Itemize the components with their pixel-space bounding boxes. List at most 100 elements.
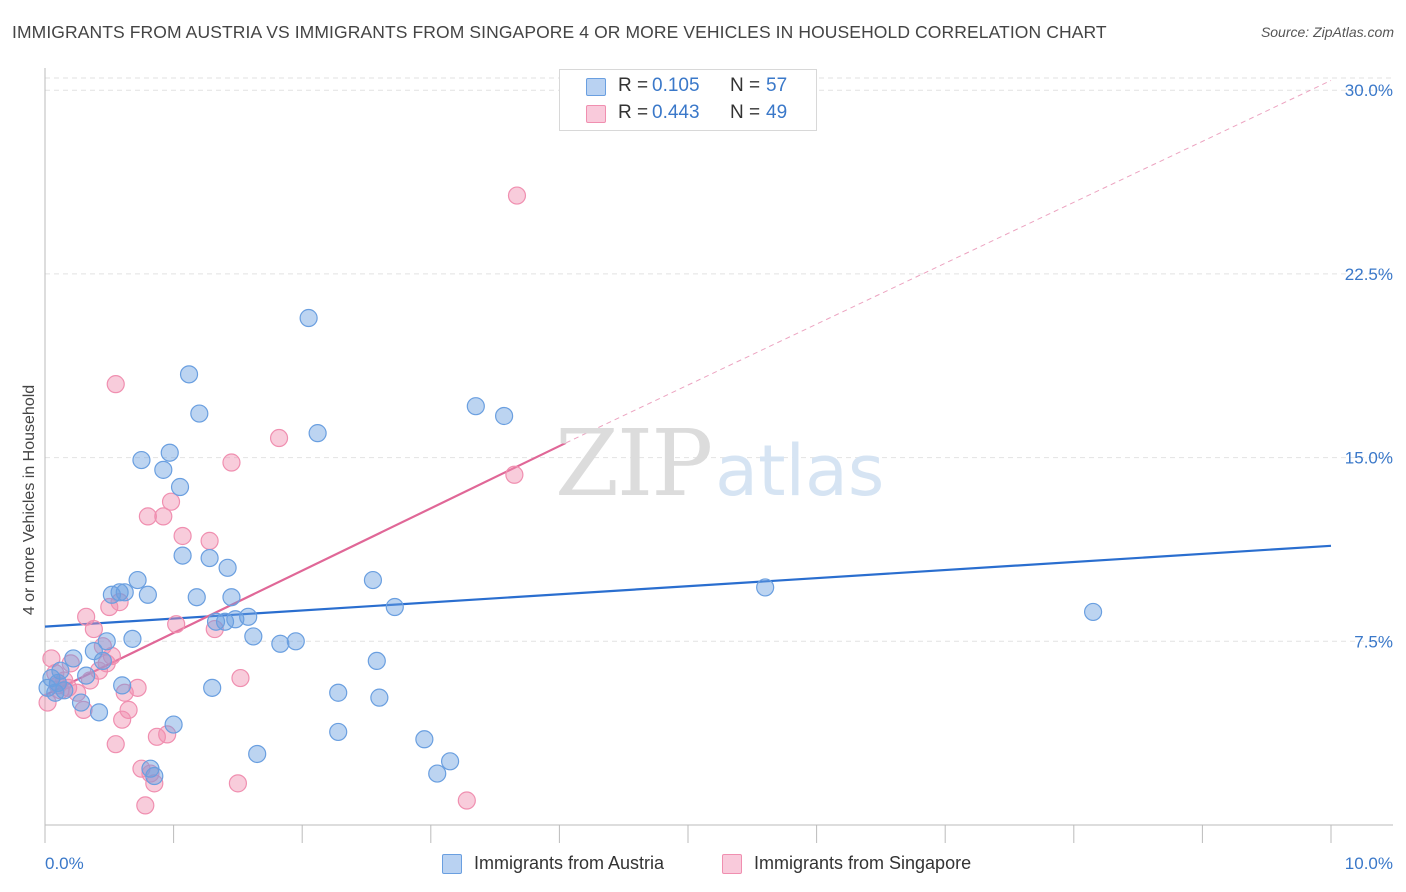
point-austria <box>248 744 267 764</box>
point-austria <box>363 570 383 590</box>
point-austria <box>55 681 74 700</box>
legend-row-austria: R = 0.105 N = 57 <box>560 74 816 100</box>
point-austria <box>115 583 134 602</box>
y-tick-label: 7.5% <box>1354 632 1393 651</box>
point-austria <box>286 632 305 651</box>
point-austria <box>200 548 219 568</box>
point-singapore <box>38 693 57 712</box>
point-singapore <box>269 428 289 448</box>
legend-n-value: 49 <box>766 102 788 123</box>
point-austria <box>113 676 132 695</box>
point-singapore <box>457 791 476 810</box>
point-austria <box>190 404 209 423</box>
watermark-atlas: atlas <box>715 430 885 512</box>
point-austria <box>145 766 164 786</box>
watermark: ZIPatlas <box>555 410 884 517</box>
point-singapore <box>119 700 138 719</box>
point-singapore <box>106 375 125 394</box>
point-austria <box>51 661 70 680</box>
point-singapore <box>228 774 247 793</box>
point-austria <box>64 649 83 668</box>
point-austria <box>123 629 142 648</box>
legend-swatch-austria <box>586 78 606 96</box>
data-points <box>38 186 1103 815</box>
point-singapore <box>167 615 186 634</box>
point-austria <box>138 585 157 604</box>
point-austria <box>299 308 318 328</box>
point-austria <box>173 546 192 565</box>
x-tick-label-max: 10.0% <box>1345 854 1393 873</box>
series-swatch-austria <box>442 854 462 874</box>
legend-swatch-singapore <box>586 105 606 123</box>
point-austria <box>239 607 258 626</box>
point-austria <box>1083 602 1103 622</box>
point-austria <box>203 678 222 697</box>
point-austria <box>415 730 434 749</box>
legend-r-label: R = <box>618 75 649 96</box>
point-austria <box>110 583 129 602</box>
point-austria <box>160 443 179 462</box>
point-austria <box>440 752 460 771</box>
trend-line-singapore <box>44 441 567 697</box>
point-singapore <box>173 526 192 546</box>
point-austria <box>271 634 290 653</box>
point-austria <box>187 588 206 607</box>
point-singapore <box>74 700 93 719</box>
series-swatch-singapore <box>722 854 742 874</box>
point-singapore <box>145 774 164 793</box>
point-austria <box>466 397 485 416</box>
tick-labels: 7.5% 15.0% 22.5% 30.0% 0.0% 10.0% <box>45 81 1393 873</box>
point-austria <box>218 558 237 577</box>
y-axis-label: 4 or more Vehicles in Household <box>21 384 38 616</box>
series-legend: Immigrants from Austria Immigrants from … <box>0 852 1406 878</box>
point-austria <box>97 632 116 651</box>
point-austria <box>495 406 514 426</box>
point-singapore <box>507 186 527 205</box>
chart-title: IMMIGRANTS FROM AUSTRIA VS IMMIGRANTS FR… <box>12 22 1107 42</box>
legend-n-value: 57 <box>766 75 788 96</box>
point-austria <box>367 651 386 671</box>
point-singapore <box>205 619 224 639</box>
point-austria <box>132 450 151 470</box>
point-austria <box>329 683 348 702</box>
point-singapore <box>61 654 80 673</box>
y-axis-label-wrap: 4 or more Vehicles in Household <box>15 330 45 670</box>
legend-n-label: N = <box>730 102 761 123</box>
legend-r-label: R = <box>618 102 649 123</box>
point-austria <box>89 703 109 722</box>
y-tick-label: 22.5% <box>1345 265 1393 284</box>
point-austria <box>154 460 173 479</box>
trend-line-austria <box>44 544 1332 628</box>
point-singapore <box>106 735 125 754</box>
point-singapore <box>136 796 155 815</box>
legend-row-singapore: R = 0.443 N = 49 <box>560 101 816 127</box>
y-tick-label: 30.0% <box>1345 81 1393 100</box>
point-austria <box>179 365 199 384</box>
point-singapore <box>128 678 147 697</box>
x-tick-label-min: 0.0% <box>45 854 84 873</box>
point-austria <box>756 578 775 597</box>
point-singapore <box>200 531 219 550</box>
series-label-singapore: Immigrants from Singapore <box>754 853 972 873</box>
point-singapore <box>42 649 61 668</box>
point-austria <box>170 477 190 497</box>
point-austria <box>329 722 348 742</box>
point-singapore <box>138 507 157 526</box>
point-austria <box>128 570 147 590</box>
point-austria <box>428 764 447 783</box>
gridlines <box>45 77 1393 642</box>
point-singapore <box>222 453 241 472</box>
point-singapore <box>154 507 173 526</box>
source-label: Source: ZipAtlas.com <box>1260 24 1394 40</box>
point-austria <box>244 627 263 646</box>
point-austria <box>77 666 96 685</box>
watermark-zip: ZIP <box>555 410 713 517</box>
point-singapore <box>113 710 132 729</box>
point-austria <box>385 597 404 617</box>
point-singapore <box>231 668 250 688</box>
point-austria <box>71 693 91 712</box>
legend-r-value: 0.443 <box>652 102 700 123</box>
point-austria <box>308 424 327 443</box>
point-singapore <box>110 593 129 612</box>
